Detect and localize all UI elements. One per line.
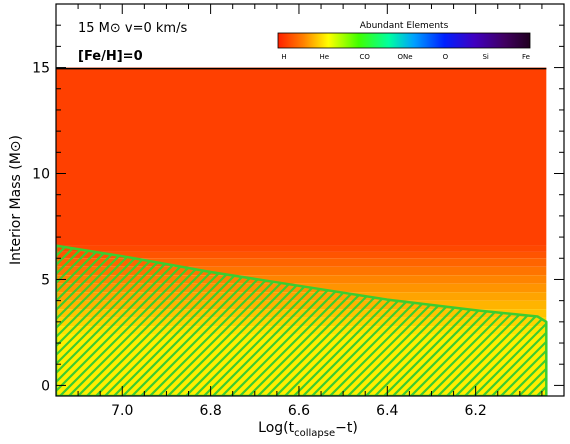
y-axis-title: Interior Mass (M⊙) — [8, 135, 24, 265]
x-tick-label: 6.6 — [288, 403, 310, 419]
annotation-metallicity: [Fe/H]=0 — [78, 49, 143, 64]
colorbar-title: Abundant Elements — [360, 21, 449, 31]
hatch-line — [463, 245, 547, 396]
x-tick-label: 6.8 — [199, 403, 221, 419]
x-axis-title-tail: −t) — [335, 420, 358, 436]
hatch-line — [56, 245, 243, 396]
colorbar-label: ONe — [397, 53, 412, 61]
colorbar-label: Si — [482, 53, 488, 61]
hatch-line — [436, 245, 547, 396]
band-3 — [56, 258, 547, 267]
colorbar — [277, 32, 531, 49]
band-2 — [56, 251, 547, 259]
y-tick-label: 5 — [41, 272, 50, 288]
colorbar-label: O — [443, 53, 449, 61]
band-10 — [56, 317, 547, 327]
band-11 — [56, 326, 547, 335]
colorbar-label: He — [320, 53, 330, 61]
y-axis-ticks: 0 5 10 15 — [32, 3, 564, 394]
x-axis-title-sub: collapse — [294, 428, 335, 439]
x-axis-title-main: Log(t — [258, 420, 294, 436]
band-6 — [56, 283, 547, 293]
band-9 — [56, 309, 547, 318]
x-tick-label: 6.2 — [465, 403, 487, 419]
colorbar-label: CO — [359, 53, 370, 61]
hatch-line — [0, 106, 8, 406]
hatch-line — [418, 245, 547, 396]
plot-frame — [55, 3, 565, 397]
hatch-line — [56, 245, 261, 396]
hatch-line — [472, 245, 547, 396]
colorbar-labels: H He CO ONe O Si Fe — [281, 53, 530, 61]
composition-bands — [56, 67, 547, 396]
hatch-line — [454, 245, 547, 396]
x-axis-ticks: 7.0 6.8 6.6 6.4 6.2 — [77, 4, 543, 419]
band-8 — [56, 300, 547, 310]
y-tick-label: 0 — [41, 378, 50, 394]
x-tick-label: 6.4 — [376, 403, 398, 419]
hatch-line — [544, 245, 547, 396]
hatch-line — [56, 245, 234, 396]
band-5 — [56, 275, 547, 284]
colorbar-label: H — [281, 53, 286, 61]
hatch-line — [481, 245, 547, 396]
hatch-line — [554, 106, 570, 406]
band-7 — [56, 292, 547, 301]
band-1 — [56, 245, 547, 252]
hatch-line — [445, 245, 547, 396]
band-4 — [56, 266, 547, 276]
hatch-line — [427, 245, 547, 396]
hatch-line — [56, 245, 252, 396]
y-tick-label: 15 — [32, 61, 50, 77]
hatch-line — [490, 245, 547, 396]
hatch-line — [56, 245, 216, 396]
hatch-line — [409, 245, 547, 396]
x-axis-title: Log(tcollapse−t) — [258, 420, 358, 439]
hatch-line — [56, 245, 225, 396]
hatch-line — [400, 245, 547, 396]
band-0 — [56, 67, 547, 246]
colorbar-label: Fe — [522, 53, 530, 61]
y-tick-label: 10 — [32, 167, 50, 183]
convective-zone-outline — [56, 244, 548, 396]
annotation-mass-velocity: 15 M⊙ v=0 km/s — [78, 21, 187, 36]
x-tick-label: 7.0 — [111, 403, 133, 419]
